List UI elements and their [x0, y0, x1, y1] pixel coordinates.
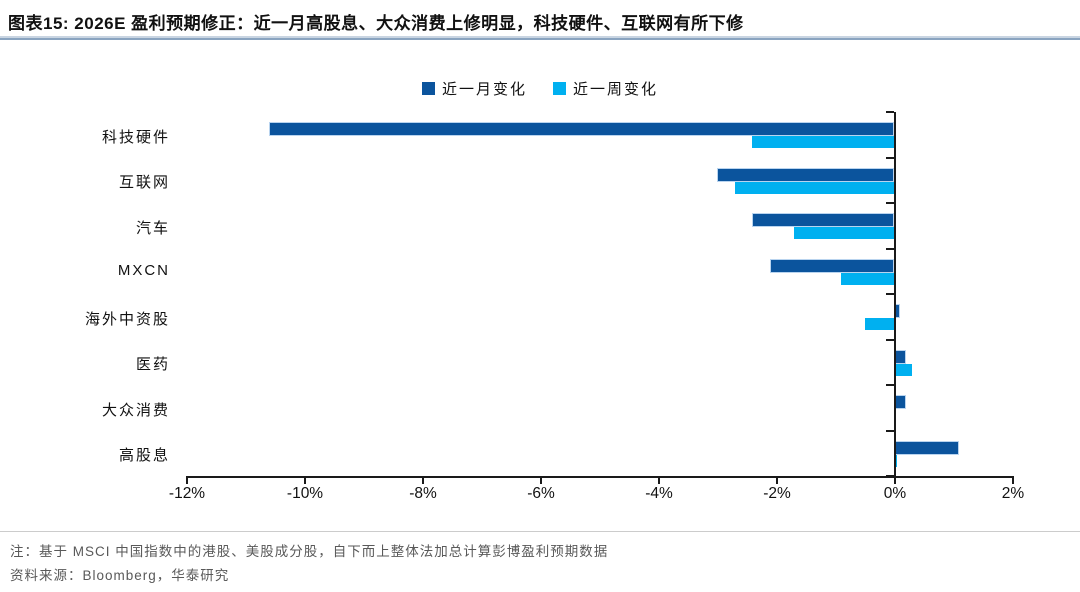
- title-underline: [0, 36, 1080, 40]
- x-tick-label: 0%: [883, 485, 907, 502]
- chart-legend: 近一月变化 近一周变化: [0, 77, 1080, 99]
- category-label: 互联网: [118, 174, 170, 192]
- bar-month-1: [717, 167, 894, 182]
- x-axis-line: [186, 476, 1014, 478]
- x-axis-tick: [1012, 478, 1014, 484]
- y-axis-tick: [886, 384, 894, 386]
- legend-label-month: 近一月变化: [441, 80, 527, 98]
- x-axis-tick: [776, 478, 778, 484]
- legend-item-week: 近一周变化: [553, 78, 658, 99]
- category-label: MXCN: [117, 262, 170, 280]
- legend-item-month: 近一月变化: [421, 78, 527, 99]
- legend-swatch-month: [421, 81, 435, 95]
- category-label: 大众消费: [101, 401, 170, 419]
- y-axis-tick: [886, 247, 894, 250]
- x-axis-tick: [186, 478, 188, 484]
- legend-swatch-week: [553, 81, 566, 95]
- chart-source: 资料来源：Bloomberg，华泰研究: [10, 568, 230, 583]
- x-axis-tick: [658, 478, 660, 484]
- x-axis-tick: [304, 478, 306, 484]
- x-tick-label: -10%: [286, 485, 324, 502]
- bar-month-7: [894, 440, 959, 455]
- y-axis-tick: [886, 156, 894, 159]
- bar-month-0: [268, 122, 894, 136]
- y-axis-tick: [886, 429, 894, 432]
- category-label: 海外中资股: [84, 310, 170, 328]
- x-axis-tick: [894, 478, 896, 484]
- notes-separator: [0, 531, 1080, 532]
- chart-note: 注：基于 MSCI 中国指数中的港股、美股成分股，自下而上整体法加总计算彭博盈利…: [10, 544, 609, 559]
- category-label: 汽车: [135, 219, 170, 237]
- category-label: 高股息: [118, 447, 170, 465]
- y-axis-line: [894, 112, 896, 477]
- chart-title: 图表15: 2026E 盈利预期修正：近一月高股息、大众消费上修明显，科技硬件、…: [8, 14, 744, 33]
- y-axis-tick: [886, 293, 894, 295]
- x-tick-label: -6%: [527, 485, 555, 502]
- legend-label-week: 近一周变化: [573, 80, 659, 98]
- y-axis-tick: [886, 202, 894, 204]
- x-tick-label: -4%: [645, 485, 673, 502]
- bar-week-2: [793, 227, 894, 239]
- x-tick-label: -2%: [763, 485, 791, 502]
- bar-week-3: [840, 272, 894, 285]
- bar-week-1: [734, 181, 894, 194]
- bar-week-0: [752, 136, 894, 148]
- category-label: 医药: [135, 356, 170, 374]
- x-tick-label: 2%: [1001, 485, 1025, 502]
- x-axis-tick: [422, 478, 424, 484]
- y-axis-tick: [886, 111, 894, 113]
- x-tick-label: -8%: [409, 485, 437, 502]
- category-label: 科技硬件: [101, 128, 170, 146]
- bar-week-5: [894, 363, 912, 376]
- x-axis-tick: [540, 478, 542, 484]
- bar-month-2: [752, 213, 894, 227]
- y-axis-tick: [886, 338, 894, 341]
- bar-week-4: [864, 318, 894, 330]
- bar-month-3: [770, 258, 894, 273]
- x-tick-label: -12%: [168, 485, 206, 502]
